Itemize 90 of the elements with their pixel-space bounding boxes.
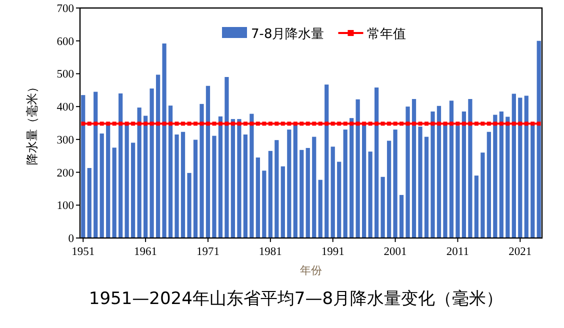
bar <box>174 134 179 238</box>
bar <box>200 104 204 238</box>
bar <box>512 94 516 238</box>
x-axis-title: 年份 <box>300 264 322 277</box>
bar <box>268 150 272 238</box>
bar <box>230 119 236 238</box>
bar <box>318 180 322 238</box>
y-tick-label: 300 <box>56 134 74 146</box>
bar <box>406 106 410 238</box>
bar <box>356 99 360 238</box>
bar <box>462 112 466 238</box>
x-tick-label: 2011 <box>446 246 470 258</box>
bar <box>430 112 435 238</box>
x-tick-label: 1991 <box>321 246 345 258</box>
y-tick-label: 100 <box>56 200 74 212</box>
bar <box>206 86 210 238</box>
bar <box>499 112 504 238</box>
x-tick-label: 1981 <box>258 246 282 258</box>
y-tick-label: 600 <box>56 36 74 48</box>
bar <box>143 116 148 238</box>
bar <box>287 130 292 238</box>
bar <box>180 132 186 238</box>
bar <box>262 170 266 238</box>
bar <box>168 106 173 238</box>
bar <box>374 88 379 238</box>
y-tick-label: 700 <box>56 3 74 15</box>
bar <box>368 152 372 238</box>
x-tick-label: 1971 <box>196 246 220 258</box>
y-tick-label: 0 <box>68 233 74 245</box>
text: 1951—2024年山东省平均7—8月降水量变化（毫米） <box>88 289 504 309</box>
bar <box>150 88 154 238</box>
bar <box>474 176 479 238</box>
bar <box>118 93 123 238</box>
bar <box>300 150 304 238</box>
bar <box>506 116 510 238</box>
y-axis-title: 降水量（毫米） <box>25 81 39 165</box>
bar <box>468 99 472 238</box>
bar <box>412 99 416 238</box>
bar <box>212 136 216 238</box>
bar <box>337 162 342 238</box>
bar <box>424 136 429 238</box>
bar <box>350 118 354 238</box>
bar <box>112 148 116 238</box>
bar <box>131 142 136 238</box>
bar <box>486 132 491 238</box>
x-tick-label: 1951 <box>72 246 95 258</box>
bar <box>193 140 198 238</box>
bar <box>224 77 229 238</box>
bar <box>137 108 142 238</box>
bar <box>124 123 129 238</box>
bar <box>187 172 192 238</box>
bar <box>162 43 166 238</box>
bar <box>330 146 335 238</box>
bar <box>362 123 366 238</box>
x-tick-label: 1961 <box>134 246 158 258</box>
y-tick-label: 500 <box>56 68 74 81</box>
bar <box>280 166 285 238</box>
legend-label: 常年值 <box>367 27 406 42</box>
bar <box>343 130 348 238</box>
y-tick-label: 200 <box>56 167 74 180</box>
bar <box>536 40 541 238</box>
bar <box>393 130 398 238</box>
bar <box>449 100 454 238</box>
bar <box>274 140 279 238</box>
bar <box>243 134 248 238</box>
legend-label: 7-8月降水量 <box>251 27 324 42</box>
bar <box>81 95 86 238</box>
bar <box>237 119 242 238</box>
bar <box>218 116 223 238</box>
bar <box>100 134 104 238</box>
bar <box>443 123 448 238</box>
x-tick-label: 2001 <box>384 246 408 258</box>
bar <box>436 106 442 238</box>
bar <box>380 176 385 238</box>
bar <box>306 148 310 238</box>
bar <box>250 114 254 238</box>
bar <box>94 92 98 238</box>
bar <box>256 158 260 238</box>
bar <box>386 140 392 238</box>
bar <box>399 194 404 238</box>
bar <box>312 136 316 238</box>
bar <box>480 152 485 238</box>
bar <box>156 74 160 238</box>
bar <box>518 98 522 238</box>
x-tick-label: 2021 <box>508 246 532 258</box>
bar <box>524 96 528 238</box>
y-tick-label: 400 <box>56 102 74 114</box>
bar <box>493 114 498 238</box>
bar <box>87 168 92 238</box>
bar <box>324 84 329 238</box>
